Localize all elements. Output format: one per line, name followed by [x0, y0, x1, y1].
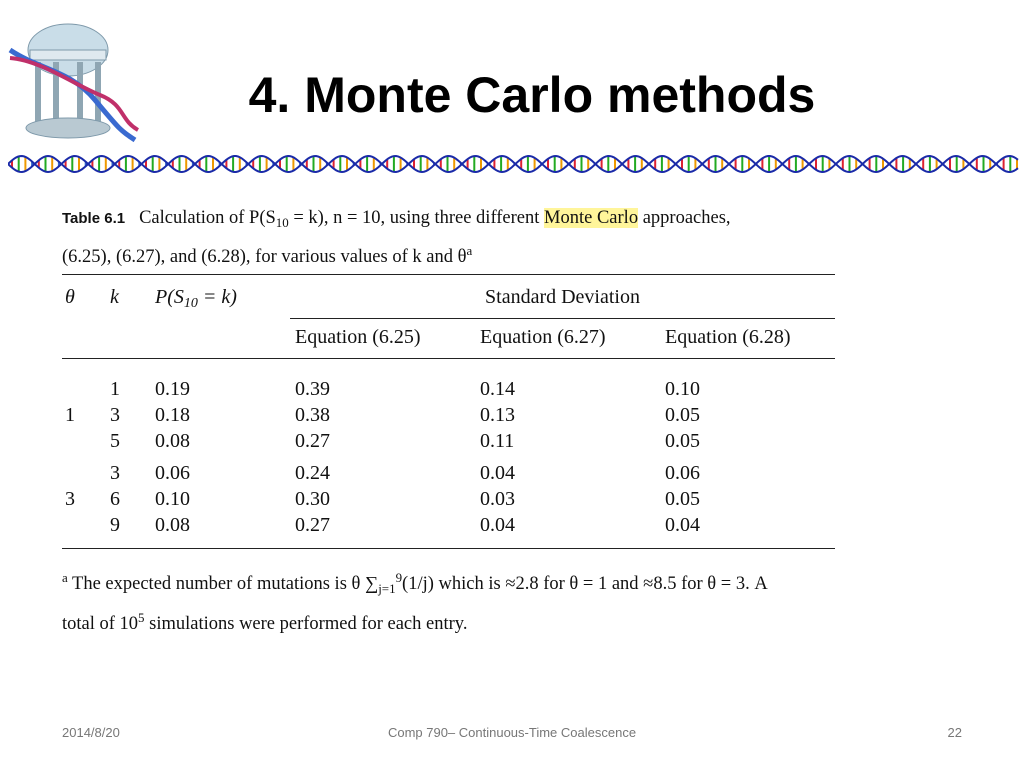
footnote-text: (1/j) which is ≈2.8 for θ = 1 and ≈8.5 f… — [62, 574, 767, 635]
table-cell: 0.04 — [480, 514, 515, 536]
table-cell: 0.27 — [295, 430, 330, 452]
header-theta: θ — [65, 286, 75, 308]
dna-divider — [8, 154, 1019, 174]
table-cell: 3 — [110, 462, 120, 484]
table-cell: 0.38 — [295, 404, 330, 426]
table-rule — [290, 318, 835, 319]
table-cell: 6 — [110, 488, 120, 510]
table-cell: 1 — [110, 378, 120, 400]
table-footnote: a The expected number of mutations is θ … — [62, 563, 802, 639]
table-caption: Table 6.1 Calculation of P(S10 = k), n = … — [62, 204, 782, 271]
table-cell: 0.04 — [480, 462, 515, 484]
header-group: Standard Deviation — [485, 286, 640, 308]
table-cell: 0.24 — [295, 462, 330, 484]
table-cell: 0.06 — [155, 462, 190, 484]
table-rule — [62, 548, 835, 549]
footer-page: 22 — [947, 725, 962, 740]
cell-theta: 3 — [65, 488, 75, 510]
caption-text: = k), n = 10, using three different — [288, 208, 545, 228]
footnote-text: simulations were performed for each entr… — [144, 614, 468, 635]
footnote-text: a — [62, 570, 68, 585]
footnote-text: 9 — [395, 570, 403, 585]
table-cell: 0.05 — [665, 430, 700, 452]
dna-strand — [8, 154, 1019, 174]
logo — [8, 23, 140, 143]
header-equation: Equation (6.28) — [665, 326, 791, 348]
slide-title: 4. Monte Carlo methods — [248, 67, 816, 123]
dna-strand — [8, 154, 1019, 174]
footnote-text: The expected number of mutations is θ ∑ — [67, 574, 379, 595]
table-cell: 9 — [110, 514, 120, 536]
table-cell: 0.11 — [480, 430, 515, 452]
header-equation: Equation (6.25) — [295, 326, 421, 348]
table-cell: 0.05 — [665, 488, 700, 510]
table-cell: 0.18 — [155, 404, 190, 426]
table-cell: 0.08 — [155, 430, 190, 452]
table-cell: 0.19 — [155, 378, 190, 400]
table-rule — [62, 358, 835, 359]
footer-date: 2014/8/20 — [62, 725, 120, 740]
table-cell: 0.08 — [155, 514, 190, 536]
footer-course: Comp 790– Continuous-Time Coalescence — [387, 725, 637, 740]
table-rule — [62, 274, 835, 275]
header-prob-text: P(S — [155, 286, 184, 308]
caption-text: a — [466, 242, 473, 258]
table-cell: 0.10 — [665, 378, 700, 400]
table-cell: 0.14 — [480, 378, 515, 400]
table-cell: 0.04 — [665, 514, 700, 536]
table-cell: 0.30 — [295, 488, 330, 510]
table-cell: 0.13 — [480, 404, 515, 426]
caption-text: Calculation of P(S — [139, 208, 276, 228]
caption-text: Monte Carlo — [544, 208, 639, 228]
table-cell: 0.27 — [295, 514, 330, 536]
header-prob-text: = k) — [197, 286, 237, 308]
footnote-text: 5 — [138, 609, 145, 625]
table-cell: 0.03 — [480, 488, 515, 510]
table-cell: 3 — [110, 404, 120, 426]
header-prob-text: 10 — [183, 296, 198, 312]
caption-text: approaches, (6.25), (6.27), and (6.28), … — [62, 208, 731, 267]
table-cell: 0.05 — [665, 404, 700, 426]
cell-theta: 1 — [65, 404, 75, 426]
header-k: k — [110, 286, 119, 308]
header-prob: P(S10 = k) — [155, 286, 237, 312]
table-label: Table 6.1 — [62, 210, 126, 227]
caption-text: 10 — [275, 214, 289, 230]
table-cell: 0.39 — [295, 378, 330, 400]
table-cell: 5 — [110, 430, 120, 452]
table-cell: 0.10 — [155, 488, 190, 510]
footnote-text: j=1 — [378, 580, 396, 596]
header-equation: Equation (6.27) — [480, 326, 606, 348]
table-cell: 0.06 — [665, 462, 700, 484]
